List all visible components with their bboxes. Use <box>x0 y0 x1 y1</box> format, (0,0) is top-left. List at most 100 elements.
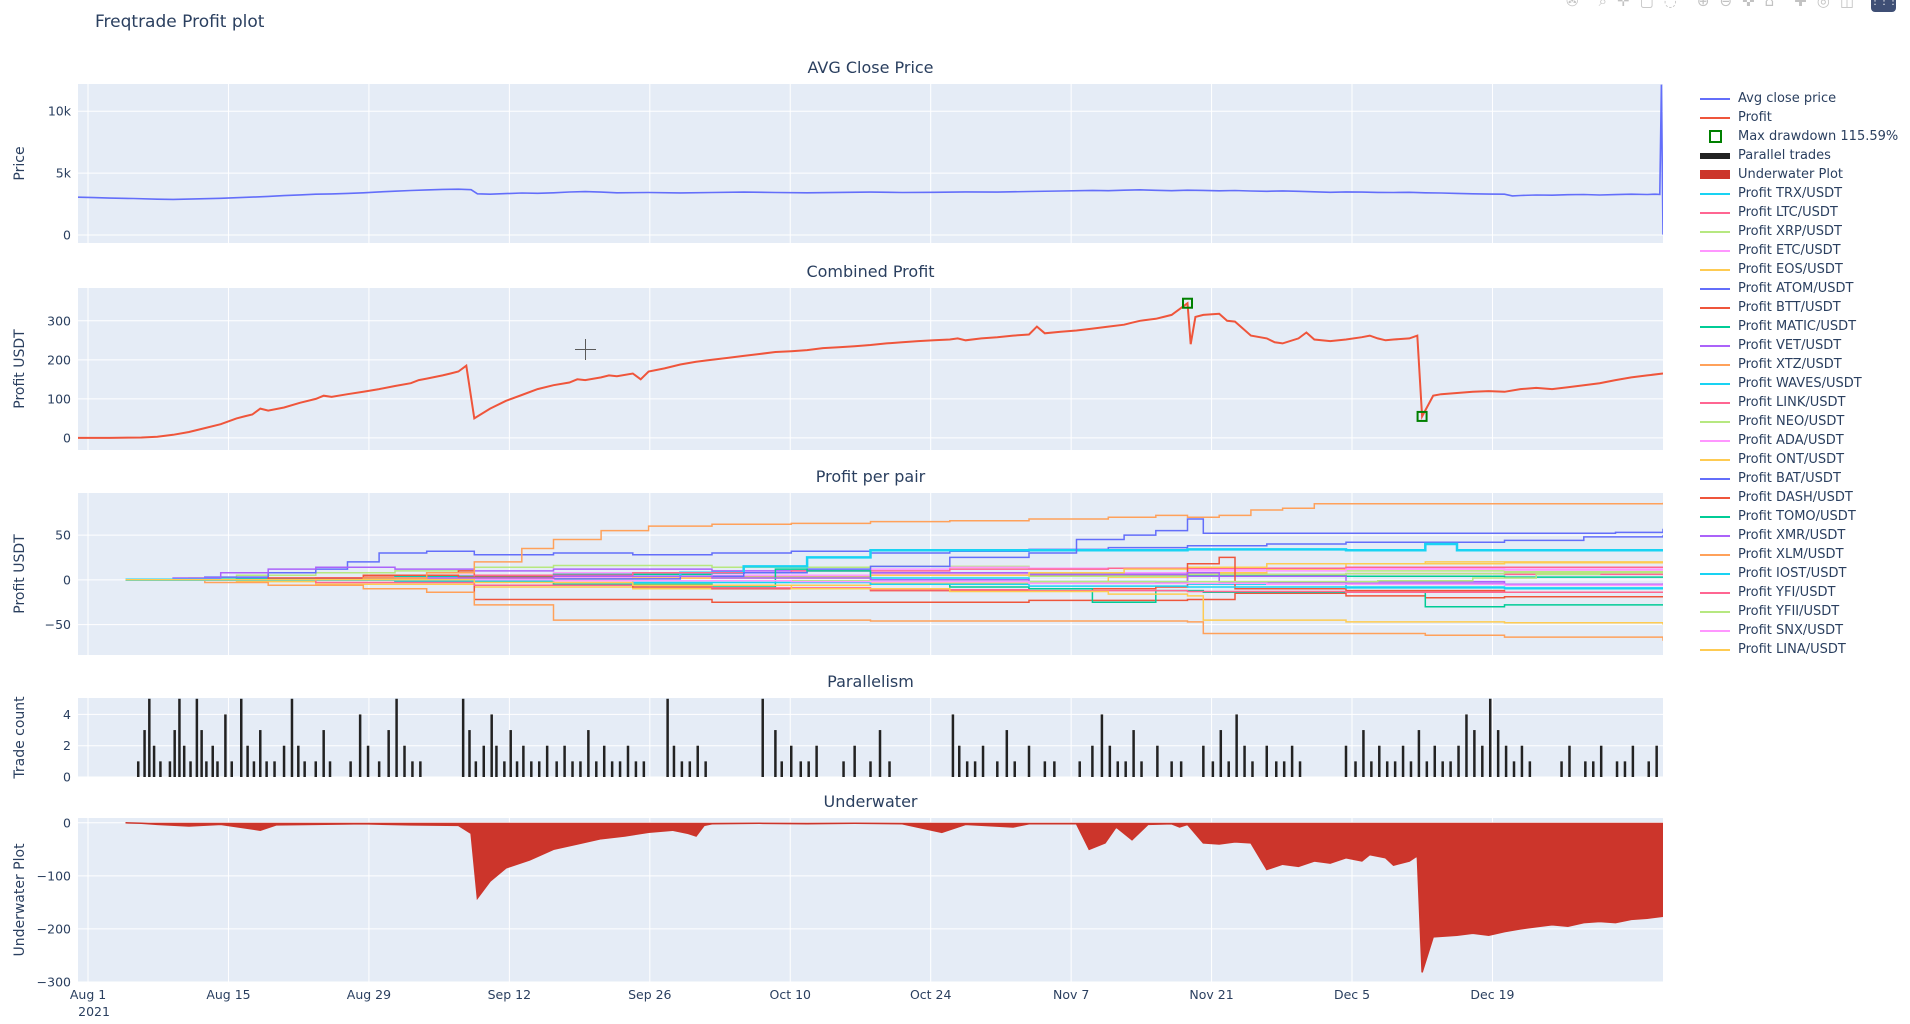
trade-count-bar[interactable] <box>474 761 478 777</box>
trade-count-bar[interactable] <box>1265 745 1269 777</box>
pan-icon[interactable]: ✛ <box>1617 0 1630 10</box>
legend-item-profit-neo-usdt[interactable]: Profit NEO/USDT <box>1700 412 1898 431</box>
series-profit-eos-usdt[interactable] <box>125 562 1664 590</box>
trade-count-bar[interactable] <box>1481 745 1484 777</box>
trade-count-bar[interactable] <box>1512 761 1516 777</box>
series-profit-iost-usdt[interactable] <box>125 579 1664 590</box>
box-select-icon[interactable]: ▢ <box>1639 0 1654 10</box>
trade-count-bar[interactable] <box>799 761 803 777</box>
trade-count-bar[interactable] <box>1132 730 1135 777</box>
legend-item-profit-yfi-usdt[interactable]: Profit YFI/USDT <box>1700 583 1898 602</box>
trade-count-bar[interactable] <box>1043 761 1047 777</box>
trade-count-bar[interactable] <box>273 761 276 777</box>
trade-count-bar[interactable] <box>366 745 370 777</box>
zoom-out-icon[interactable]: ⊖ <box>1719 0 1733 10</box>
trade-count-bar[interactable] <box>1227 761 1230 777</box>
plotly-logo-icon[interactable]: ⋮⋮⋮ <box>1870 0 1898 12</box>
trade-count-bar[interactable] <box>1488 698 1492 777</box>
plot-area-combined-profit[interactable] <box>78 288 1663 450</box>
trade-count-bar[interactable] <box>602 745 606 777</box>
series-profit[interactable] <box>78 301 1663 439</box>
trade-count-bar[interactable] <box>1290 745 1294 777</box>
trade-count-bar[interactable] <box>996 761 999 777</box>
trade-count-bar[interactable] <box>387 730 390 777</box>
trade-count-bar[interactable] <box>1298 761 1302 777</box>
trade-count-bar[interactable] <box>1282 761 1286 777</box>
trade-count-bar[interactable] <box>563 745 566 777</box>
trade-count-bar[interactable] <box>482 745 486 777</box>
trade-count-bar[interactable] <box>148 698 151 777</box>
trade-count-bar[interactable] <box>1647 761 1650 777</box>
trade-count-bar[interactable] <box>790 745 793 777</box>
trade-count-bar[interactable] <box>888 761 891 777</box>
legend-item-profit-xrp-usdt[interactable]: Profit XRP/USDT <box>1700 222 1898 241</box>
trade-count-bar[interactable] <box>688 761 692 777</box>
legend-item-profit-matic-usdt[interactable]: Profit MATIC/USDT <box>1700 317 1898 336</box>
trade-count-bar[interactable] <box>252 761 256 777</box>
lasso-select-icon[interactable]: ◌ <box>1663 0 1677 10</box>
zoom-in-icon[interactable]: ⊕ <box>1696 0 1710 10</box>
legend-item-profit-ont-usdt[interactable]: Profit ONT/USDT <box>1700 450 1898 469</box>
legend-item-profit-iost-usdt[interactable]: Profit IOST/USDT <box>1700 564 1898 583</box>
trade-count-bar[interactable] <box>1116 761 1120 777</box>
trade-count-bar[interactable] <box>958 745 961 777</box>
trade-count-bar[interactable] <box>1370 761 1373 777</box>
trade-count-bar[interactable] <box>1243 745 1246 777</box>
series-profit-vet-usdt[interactable] <box>125 566 1664 586</box>
trade-count-bar[interactable] <box>282 745 286 777</box>
trade-count-bar[interactable] <box>230 761 233 777</box>
series-underwater-plot[interactable] <box>125 822 1664 973</box>
trade-count-bar[interactable] <box>1202 745 1205 777</box>
series-profit-bat-usdt[interactable] <box>125 518 1664 581</box>
legend-item-profit[interactable]: Profit <box>1700 108 1898 127</box>
trade-count-bar[interactable] <box>704 761 707 777</box>
trade-count-bar[interactable] <box>680 761 684 777</box>
legend-item-profit-lina-usdt[interactable]: Profit LINA/USDT <box>1700 640 1898 659</box>
max-drawdown-marker[interactable] <box>1182 297 1193 309</box>
max-drawdown-marker[interactable] <box>1416 410 1428 422</box>
legend-item-profit-xtz-usdt[interactable]: Profit XTZ/USDT <box>1700 355 1898 374</box>
trade-count-bar[interactable] <box>666 698 669 777</box>
trade-count-bar[interactable] <box>774 730 777 777</box>
trade-count-bar[interactable] <box>468 730 471 777</box>
legend-item-parallel-trades[interactable]: Parallel trades <box>1700 146 1898 165</box>
trade-count-bar[interactable] <box>981 745 985 777</box>
trade-count-bar[interactable] <box>1504 745 1508 777</box>
trade-count-bar[interactable] <box>490 714 493 777</box>
trade-count-bar[interactable] <box>224 714 227 777</box>
trade-count-bar[interactable] <box>1441 761 1444 777</box>
legend-item-profit-xmr-usdt[interactable]: Profit XMR/USDT <box>1700 526 1898 545</box>
trade-count-bar[interactable] <box>1449 761 1452 777</box>
trade-count-bar[interactable] <box>1584 761 1587 777</box>
hover-compare-icon[interactable]: ◫ <box>1839 0 1854 10</box>
trade-count-bar[interactable] <box>178 698 181 777</box>
legend-item-profit-eos-usdt[interactable]: Profit EOS/USDT <box>1700 260 1898 279</box>
trade-count-bar[interactable] <box>878 730 882 777</box>
trade-count-bar[interactable] <box>642 761 646 777</box>
trade-count-bar[interactable] <box>358 714 362 777</box>
trade-count-bar[interactable] <box>205 761 208 777</box>
trade-count-bar[interactable] <box>1465 714 1468 777</box>
trade-count-bar[interactable] <box>314 761 318 777</box>
trade-count-bar[interactable] <box>973 761 977 777</box>
trade-count-bar[interactable] <box>395 698 398 777</box>
trade-count-bar[interactable] <box>965 761 969 777</box>
trade-count-bar[interactable] <box>696 745 699 777</box>
trade-count-bar[interactable] <box>173 730 176 777</box>
trade-count-bar[interactable] <box>761 698 764 777</box>
trade-count-bar[interactable] <box>807 761 810 777</box>
parallel-trades-bars[interactable] <box>136 698 1658 777</box>
trade-count-bar[interactable] <box>530 761 533 777</box>
trade-count-bar[interactable] <box>159 761 162 777</box>
trade-count-bar[interactable] <box>1393 761 1397 777</box>
trade-count-bar[interactable] <box>461 698 465 777</box>
trade-count-bar[interactable] <box>634 761 638 777</box>
trade-count-bar[interactable] <box>1378 745 1381 777</box>
legend-item-profit-dash-usdt[interactable]: Profit DASH/USDT <box>1700 488 1898 507</box>
trade-count-bar[interactable] <box>1568 745 1571 777</box>
legend-item-profit-trx-usdt[interactable]: Profit TRX/USDT <box>1700 184 1898 203</box>
legend-item-profit-snx-usdt[interactable]: Profit SNX/USDT <box>1700 621 1898 640</box>
trade-count-bar[interactable] <box>1156 745 1159 777</box>
trade-count-bar[interactable] <box>1631 745 1635 777</box>
trade-count-bar[interactable] <box>1560 761 1563 777</box>
